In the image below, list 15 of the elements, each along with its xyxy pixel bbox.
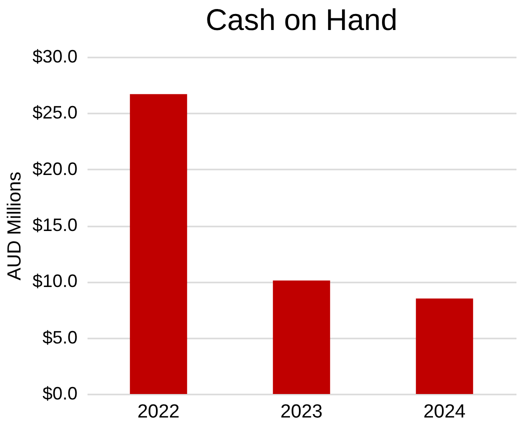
x-tick-label: 2022 [137, 402, 180, 422]
bar [130, 94, 188, 394]
y-tick-label: $5.0 [42, 327, 78, 348]
x-tick-label: 2024 [423, 402, 466, 422]
y-tick-label: $30.0 [32, 46, 78, 66]
y-tick-label: $0.0 [42, 384, 78, 404]
y-tick-label: $15.0 [32, 215, 78, 235]
bar [416, 298, 474, 394]
y-tick-label: $25.0 [32, 102, 78, 123]
x-tick-label: 2023 [280, 402, 323, 422]
y-tick-label: $20.0 [32, 158, 78, 179]
y-axis-title: AUD Millions [4, 172, 26, 280]
bar [272, 280, 330, 394]
chart-title: Cash on Hand [206, 4, 398, 37]
y-tick-label: $10.0 [32, 271, 78, 292]
